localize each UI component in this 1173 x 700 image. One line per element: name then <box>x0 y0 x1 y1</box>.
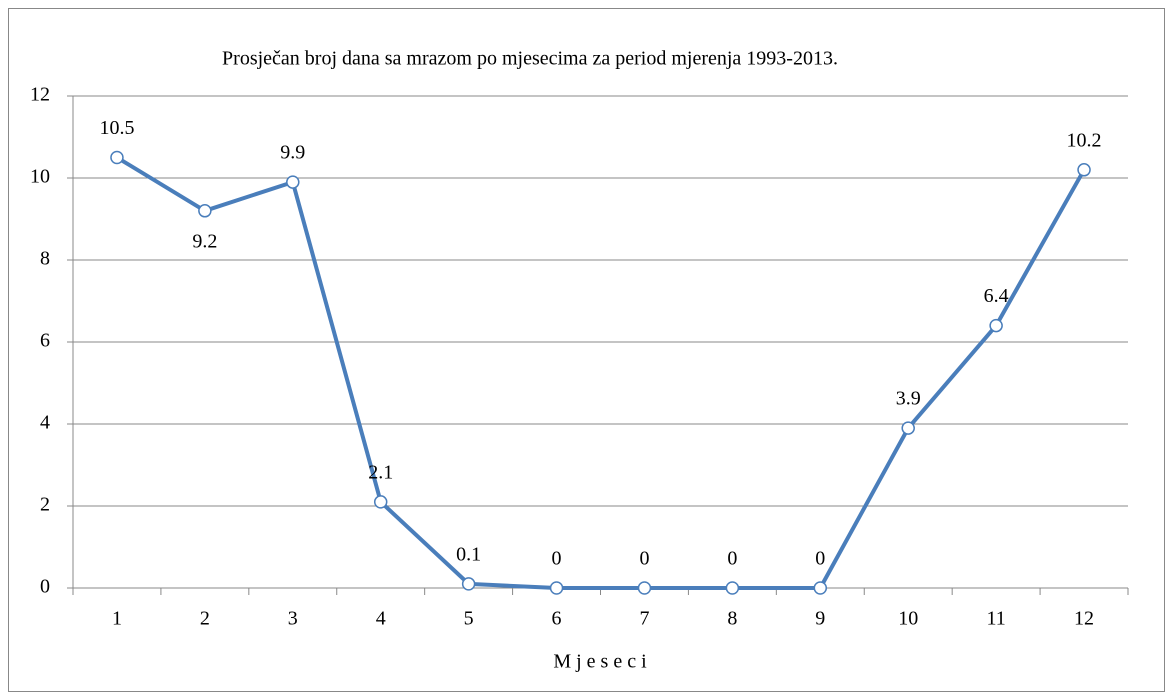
x-axis-label: M j e s e c i <box>553 651 647 673</box>
data-point <box>198 204 212 218</box>
data-label: 2.1 <box>368 461 393 483</box>
x-tick-label: 2 <box>200 608 210 630</box>
y-tick-label: 12 <box>30 84 50 106</box>
y-tick-label: 6 <box>40 330 50 352</box>
x-tick-label: 1 <box>112 608 122 630</box>
data-point <box>813 581 828 595</box>
x-tick-label: 5 <box>464 608 474 630</box>
data-label: 9.9 <box>280 142 305 164</box>
y-tick-label: 8 <box>40 248 50 270</box>
data-label: 9.2 <box>192 230 217 252</box>
chart-title: Prosječan broj dana sa mrazom po mjeseci… <box>222 48 838 70</box>
data-point <box>461 577 476 591</box>
data-point <box>286 175 300 189</box>
series-line <box>115 155 1086 590</box>
data-label: 0 <box>815 548 825 570</box>
data-point <box>637 581 652 595</box>
data-label: 0 <box>552 548 562 570</box>
x-tick-label: 4 <box>376 608 386 630</box>
x-tick-label: 9 <box>815 608 825 630</box>
x-tick-label: 7 <box>639 608 649 630</box>
x-tick-label: 3 <box>288 608 298 630</box>
data-label: 0 <box>639 548 649 570</box>
y-tick-label: 0 <box>40 576 50 598</box>
data-point <box>549 581 564 595</box>
x-tick-label: 10 <box>898 608 918 630</box>
data-point <box>1077 163 1091 177</box>
chart-border <box>8 8 1165 692</box>
data-label: 10.2 <box>1067 129 1102 151</box>
data-point <box>725 581 740 595</box>
data-label: 0.1 <box>456 543 481 565</box>
data-label: 6.4 <box>984 285 1009 307</box>
data-point <box>901 421 915 435</box>
x-tick-label: 11 <box>986 608 1005 630</box>
data-point <box>989 318 1003 333</box>
x-tick-label: 8 <box>727 608 737 630</box>
data-label: 0 <box>727 548 737 570</box>
data-label: 3.9 <box>896 388 921 410</box>
data-point <box>110 150 124 165</box>
data-label: 10.5 <box>99 117 134 139</box>
x-tick-label: 6 <box>552 608 562 630</box>
data-point <box>373 495 388 509</box>
y-tick-label: 10 <box>30 166 50 188</box>
x-tick-label: 12 <box>1074 608 1094 630</box>
y-tick-label: 2 <box>40 494 50 516</box>
y-tick-label: 4 <box>40 412 50 434</box>
